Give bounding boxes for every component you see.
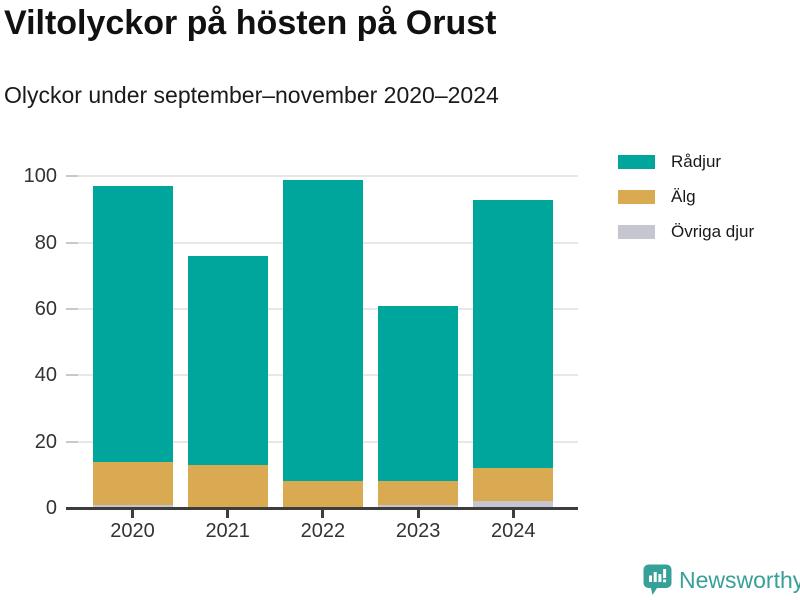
bar-2021-radjur — [187, 255, 268, 465]
bar-2024-ovriga-djur — [473, 501, 554, 508]
x-axis-tick-2021 — [226, 510, 230, 518]
legend-label-ovriga-djur: Övriga djur — [671, 222, 755, 241]
x-axis-label-2023: 2023 — [395, 520, 441, 542]
y-axis-label-100: 100 — [23, 165, 57, 188]
y-axis-label-80: 80 — [34, 231, 57, 254]
y-axis-tick — [66, 308, 78, 311]
y-axis-label-40: 40 — [34, 364, 57, 387]
x-axis-tick-2023 — [416, 510, 420, 518]
y-axis-label-20: 20 — [34, 430, 57, 453]
y-axis-tick — [66, 175, 78, 178]
bar-2020-alg — [92, 461, 173, 505]
bar-2022-alg — [282, 481, 363, 508]
x-axis-line — [66, 507, 578, 510]
bar-2023-alg — [378, 481, 459, 505]
y-axis-label-0: 0 — [45, 497, 57, 519]
legend-label-radjur: Rådjur — [671, 152, 722, 171]
legend-label-alg: Älg — [671, 187, 696, 206]
chart-title: Viltolyckor på hösten på Orust — [4, 4, 497, 42]
legend-item-alg: Älg — [618, 187, 754, 207]
y-axis-tick — [66, 440, 78, 443]
legend: Rådjur Älg Övriga djur — [618, 152, 754, 257]
legend-item-radjur: Rådjur — [618, 152, 754, 172]
legend-swatch-radjur — [618, 155, 655, 169]
y-axis-tick — [66, 374, 78, 377]
newsworthy-icon — [643, 564, 672, 595]
x-axis-label-2020: 2020 — [110, 520, 155, 542]
bar-2023-ovriga-djur — [378, 504, 459, 508]
bar-2020-radjur — [92, 186, 173, 462]
bar-2021-alg — [187, 464, 268, 508]
x-axis-label-2021: 2021 — [205, 520, 250, 542]
bar-2024-radjur — [473, 199, 554, 469]
x-axis-tick-2020 — [131, 510, 134, 518]
legend-item-ovriga-djur: Övriga djur — [618, 222, 754, 242]
bar-2024-alg — [473, 468, 554, 502]
legend-swatch-alg — [618, 190, 655, 204]
gridline-y-100 — [66, 175, 578, 178]
legend-swatch-ovriga-djur — [618, 225, 655, 239]
newsworthy-wordmark: Newsworthy — [679, 567, 800, 593]
x-axis-label-2024: 2024 — [491, 520, 536, 542]
y-axis-tick — [66, 241, 78, 244]
chart-subtitle: Olyckor under september–november 2020–20… — [4, 82, 499, 108]
x-axis-tick-2022 — [321, 510, 325, 518]
newsworthy-logo[interactable]: Newsworthy — [643, 564, 800, 596]
y-axis-label-60: 60 — [34, 298, 57, 321]
x-axis-label-2022: 2022 — [300, 520, 346, 542]
bar-2022-radjur — [282, 179, 363, 482]
x-axis-tick-2024 — [511, 510, 515, 518]
bar-2023-radjur — [378, 305, 459, 482]
bar-2020-ovriga-djur — [92, 504, 173, 508]
